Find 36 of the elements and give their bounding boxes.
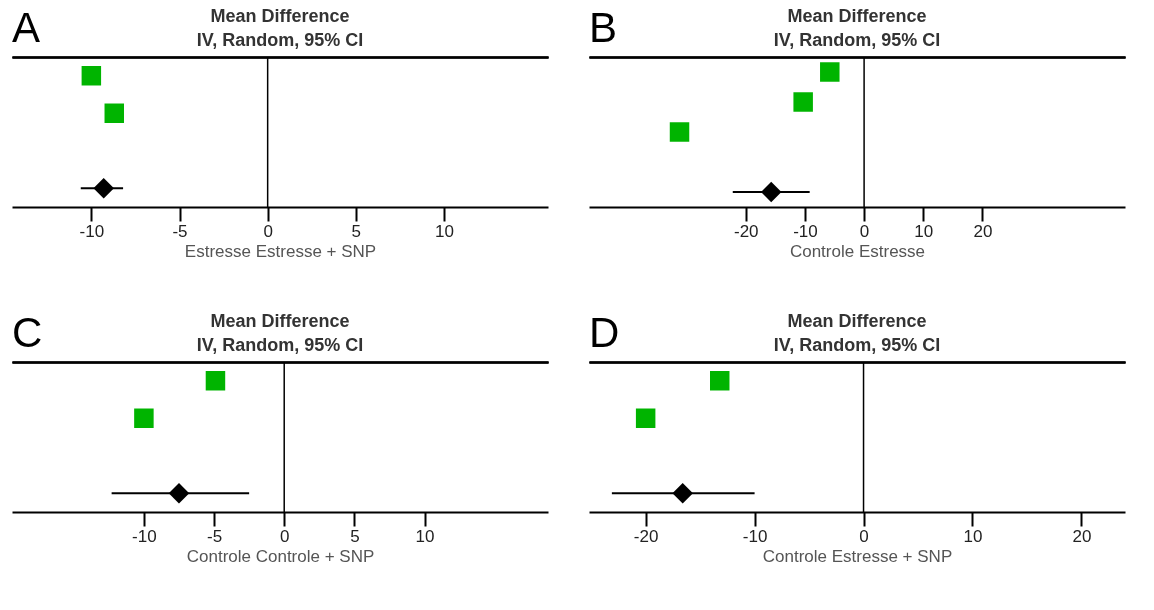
x-tick-label: 20 (973, 221, 993, 241)
text: D (589, 309, 620, 357)
x-tick-label: 0 (859, 526, 869, 546)
x-tick-label: -20 (633, 526, 659, 546)
x-axis-title: Controle Controle + SNP (186, 546, 375, 566)
text: A (12, 4, 41, 52)
x-tick-label: 0 (859, 221, 870, 241)
x-tick-label: -20 (733, 221, 759, 241)
x-tick-label: -10 (132, 526, 157, 546)
x-tick-label: -10 (793, 221, 818, 241)
x-tick-label: -5 (206, 526, 223, 546)
text: C (12, 309, 43, 357)
x-axis-title: Controle Estresse (789, 241, 926, 261)
x-tick-label: -10 (742, 526, 768, 546)
chart-title: Mean Difference (787, 6, 927, 27)
x-tick-label: 0 (263, 221, 273, 241)
x-axis-title: Estresse Estresse + SNP (184, 241, 377, 261)
x-tick-label: -5 (172, 221, 188, 241)
chart-title: Mean Difference (210, 311, 350, 332)
x-axis-title: Controle Estresse + SNP (762, 546, 953, 566)
chart-subtitle: IV, Random, 95% CI (196, 30, 364, 51)
chart-title: Mean Difference (210, 6, 350, 27)
chart-title: Mean Difference (787, 311, 927, 332)
x-tick-label: 10 (435, 221, 454, 241)
x-tick-label: 10 (914, 221, 934, 241)
x-tick-label: 5 (351, 221, 362, 241)
x-tick-label: 10 (415, 526, 435, 546)
x-tick-label: 10 (963, 526, 983, 546)
chart-subtitle: IV, Random, 95% CI (773, 30, 941, 51)
x-tick-label: 5 (350, 526, 360, 546)
x-tick-label: -10 (79, 221, 105, 241)
chart-subtitle: IV, Random, 95% CI (773, 335, 941, 356)
x-tick-label: 20 (1072, 526, 1092, 546)
chart-subtitle: IV, Random, 95% CI (196, 335, 364, 356)
text: B (589, 4, 618, 52)
x-tick-label: 0 (279, 526, 290, 546)
